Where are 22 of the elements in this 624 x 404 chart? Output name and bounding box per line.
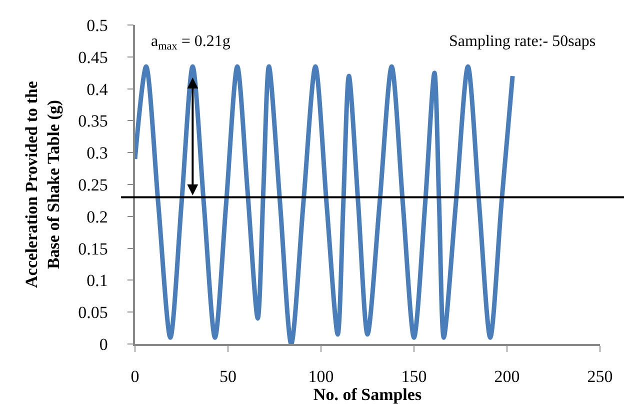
y-tick-label: 0.5 [86, 16, 108, 35]
line-series [135, 64, 515, 344]
x-tick-label: 150 [401, 367, 427, 386]
y-tick-label: 0.3 [86, 144, 108, 163]
x-tick-label: 50 [220, 367, 236, 386]
y-tick-label: 0.15 [78, 239, 108, 258]
y-tick-label: 0.05 [78, 303, 108, 322]
y-tick-label: 0 [99, 334, 108, 354]
annotation: a$_{max}$ = 0.21g [151, 33, 230, 52]
y-tick-label: 0.1 [86, 271, 108, 290]
y-tick-label: 0.45 [78, 48, 108, 67]
x-tick-label: 250 [587, 367, 613, 386]
annotation: Sampling rate:- 50saps [449, 33, 596, 50]
y-tick-label: 0.25 [78, 175, 108, 194]
y-tick-label: 0.2 [86, 207, 108, 226]
x-axis-title: No. of Samples [313, 385, 422, 404]
y-tick-label: 0.4 [86, 80, 108, 99]
x-tick-label: 0 [130, 367, 140, 386]
y-tick-label: 0.35 [78, 112, 108, 131]
y-axis-title: Acceleration Provided to the Base of Shake Table (g) [22, 80, 64, 288]
x-tick-label: 100 [308, 367, 334, 386]
x-tick-label: 200 [494, 367, 520, 386]
